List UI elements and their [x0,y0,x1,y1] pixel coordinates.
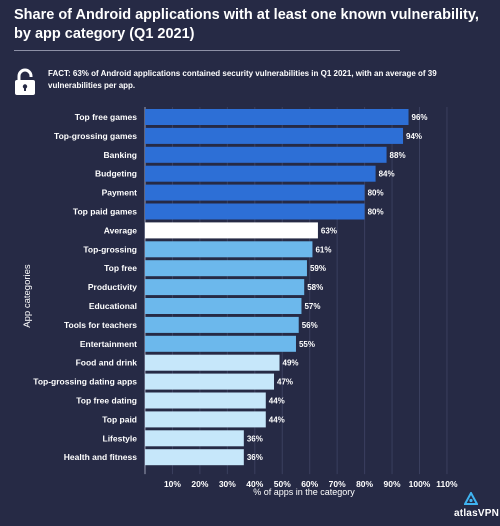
atlas-logo-icon [464,492,478,505]
value-label: 55% [299,340,315,349]
bar [145,411,266,428]
category-label: Health and fitness [64,452,137,462]
category-label: Educational [89,301,137,311]
category-label: Top-grossing games [54,131,137,141]
category-label: Top-grossing dating apps [33,377,137,387]
bar [145,392,266,409]
value-label: 59% [310,264,326,273]
x-tick-label: 20% [191,479,208,489]
x-tick-label: 40% [246,479,263,489]
bar [145,373,275,390]
bar [145,184,365,201]
category-label: Budgeting [95,169,137,179]
x-tick-label: 90% [384,479,401,489]
value-label: 36% [247,453,263,462]
category-label: Top paid [102,414,137,424]
x-tick-label: 30% [219,479,236,489]
value-label: 47% [277,378,293,387]
x-tick-label: 10% [164,479,181,489]
x-tick-label: 60% [301,479,318,489]
value-label: 56% [302,321,318,330]
atlasvpn-logo: atlasVPN [433,492,500,522]
value-label: 36% [247,434,263,443]
bar [145,316,299,333]
category-label: Lifestyle [103,433,138,443]
value-label: 63% [321,226,337,235]
category-label: Tools for teachers [64,320,137,330]
x-tick-label: 70% [329,479,346,489]
bar [145,146,387,163]
value-label: 58% [307,283,323,292]
bar [145,279,305,296]
title-divider [14,50,400,51]
value-label: 44% [269,397,285,406]
category-label: Top free games [75,112,137,122]
value-label: 49% [283,359,299,368]
value-label: 84% [379,170,395,179]
category-label: Top free [104,263,137,273]
category-label: Food and drink [76,358,138,368]
lock-icon [15,68,35,95]
value-label: 57% [304,302,320,311]
bar [145,354,280,371]
x-tick-label: 100% [409,479,431,489]
category-label: Productivity [88,282,137,292]
value-label: 44% [269,415,285,424]
bar [145,449,244,466]
fact-text: FACT: 63% of Android applications contai… [48,69,437,90]
category-label: Top free dating [76,396,137,406]
category-label: Entertainment [80,339,137,349]
bar [145,222,318,239]
bar [145,109,409,125]
value-label: 88% [390,151,406,160]
value-label: 61% [315,245,331,254]
bar [145,241,313,258]
category-label: Banking [103,150,137,160]
bar [145,260,307,277]
x-tick-label: 50% [274,479,291,489]
category-label: Payment [102,188,138,198]
value-label: 96% [412,113,428,122]
bar [145,430,244,447]
category-label: Average [104,225,138,235]
value-label: 80% [368,208,384,217]
category-label: Top-grossing [83,244,137,254]
x-tick-label: 80% [356,479,373,489]
bar [145,298,302,314]
logo-text: atlasVPN [454,508,499,519]
chart-title: Share of Android applications with at le… [14,7,479,42]
bar [145,203,365,220]
category-label: Top paid games [73,207,137,217]
x-tick-label: 110% [436,479,458,489]
value-label: 94% [406,132,422,141]
value-label: 80% [368,189,384,198]
x-axis-label: % of apps in the category [253,487,355,497]
bar [145,165,376,182]
bar [145,335,296,352]
bar [145,127,404,144]
